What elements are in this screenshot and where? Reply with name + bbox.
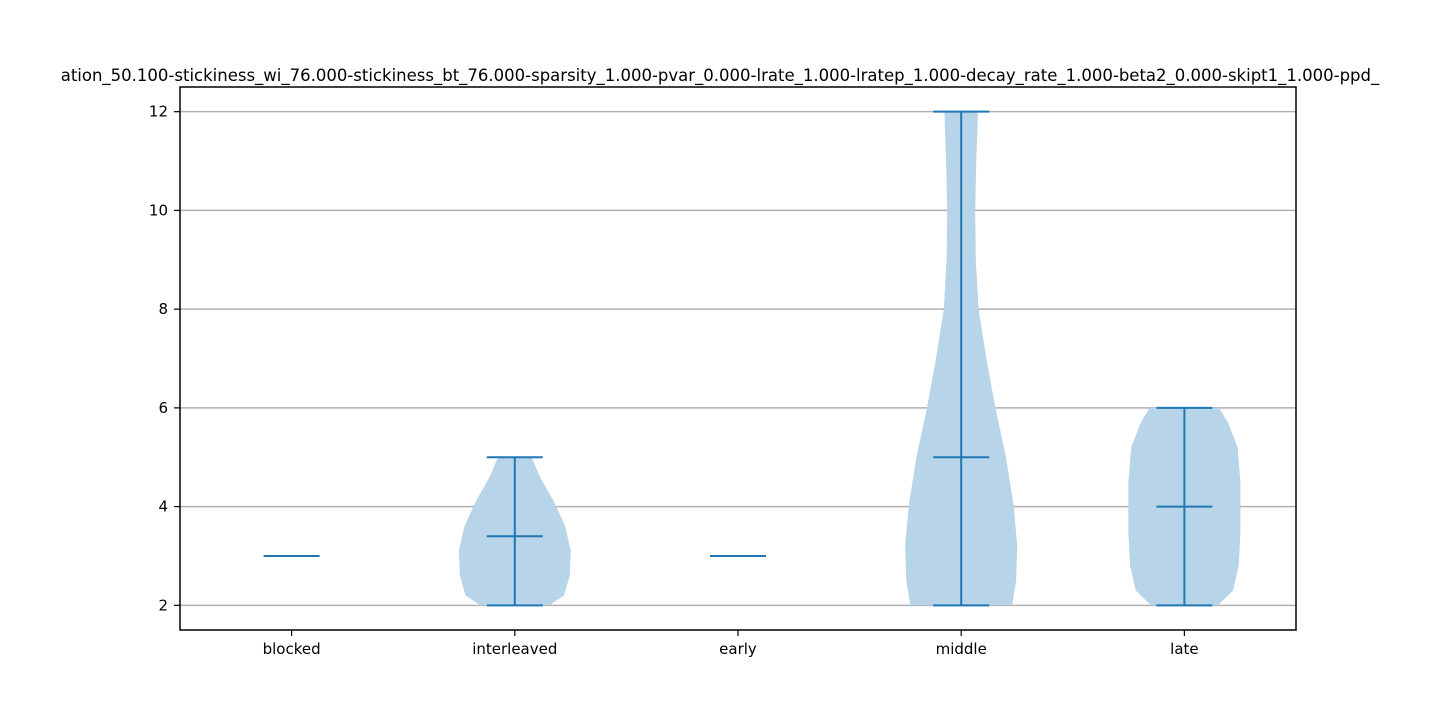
x-tick-label-interleaved: interleaved [472, 640, 557, 658]
violin-interleaved [458, 456, 571, 607]
violins [263, 110, 1241, 607]
y-tick-label: 6 [158, 399, 168, 417]
y-axis: 2 4 6 8 10 12 [149, 103, 180, 614]
plot-frame [179, 86, 1297, 631]
x-tick-label-late: late [1170, 640, 1198, 658]
grid-lines [180, 110, 1296, 607]
y-tick-label: 4 [158, 498, 168, 516]
y-tick-label: 2 [158, 596, 168, 614]
x-tick-label-early: early [719, 640, 757, 658]
violin-late [1128, 406, 1241, 607]
x-tick-label-middle: middle [936, 640, 987, 658]
violin-middle [905, 110, 1018, 607]
y-tick-label: 12 [149, 103, 168, 121]
x-axis: blocked interleaved early middle late [263, 630, 1199, 658]
y-tick-label: 8 [158, 300, 168, 318]
chart-title: ation_50.100-stickiness_wi_76.000-sticki… [61, 66, 1380, 86]
axes [179, 86, 1297, 631]
y-tick-label: 10 [149, 201, 168, 219]
x-tick-label-blocked: blocked [263, 640, 321, 658]
